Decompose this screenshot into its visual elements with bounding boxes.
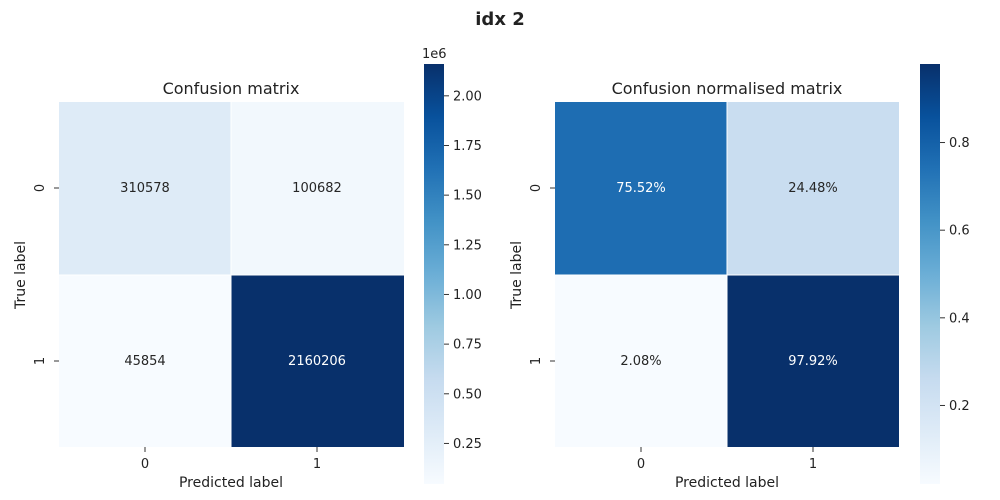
colorbar: 1e6 0.25 0.50 0.75 1.00 1.25 1.50 1.75 2.00 [422, 47, 482, 484]
x-axis-label: Predicted label [675, 475, 779, 491]
colorbar-tick-label: 1.00 [453, 288, 482, 303]
heatmap-title: Confusion normalised matrix [612, 79, 843, 98]
colorbar-tick-label: 1.75 [453, 139, 482, 154]
colorbar-tick-label: 1.25 [453, 238, 482, 253]
cell-value: 310578 [120, 181, 170, 196]
colorbar-tick-label: 2.00 [453, 89, 482, 104]
x-tick-label: 0 [141, 457, 149, 472]
heatmap-cell [59, 275, 231, 447]
cell-value: 100682 [292, 181, 342, 196]
colorbar-offset-label: 1e6 [422, 47, 447, 62]
heatmap-cell [231, 102, 404, 275]
y-tick-label: 0 [529, 184, 544, 192]
y-axis-label: True label [13, 241, 29, 310]
x-tick-label: 0 [637, 457, 645, 472]
cell-value: 24.48% [788, 181, 838, 196]
cell-gridlines [555, 102, 899, 447]
colorbar: 0.2 0.4 0.6 0.8 [920, 64, 970, 484]
heatmap-title: Confusion matrix [163, 79, 300, 98]
heatmap-panel-normalised: Confusion normalised matrix 75.52% 24.48… [509, 64, 970, 491]
colorbar-gradient [920, 64, 940, 484]
figure-title: idx 2 [475, 9, 524, 30]
heatmap-cell [59, 102, 231, 275]
cell-value: 75.52% [616, 181, 666, 196]
y-axis: 0 1 True label [509, 184, 555, 365]
y-tick-label: 1 [33, 357, 48, 365]
heatmap-cell [727, 275, 899, 447]
heatmap-panel-counts: Confusion matrix 310578 100682 45854 216… [13, 47, 482, 491]
colorbar-tick-label: 0.6 [949, 224, 970, 239]
y-axis-label: True label [509, 241, 525, 310]
heatmap-cells [59, 102, 404, 447]
x-axis-label: Predicted label [179, 475, 283, 491]
x-tick-label: 1 [809, 457, 817, 472]
colorbar-gradient [424, 64, 444, 484]
heatmap-cell [555, 275, 727, 447]
cell-value: 45854 [124, 354, 165, 369]
heatmap-cells [555, 102, 899, 447]
colorbar-tick-label: 0.75 [453, 338, 482, 353]
y-tick-label: 1 [529, 357, 544, 365]
colorbar-tick-label: 0.2 [949, 399, 970, 414]
heatmap-cell [555, 102, 727, 275]
x-axis: 0 1 Predicted label [141, 447, 321, 491]
colorbar-tick-label: 0.25 [453, 437, 482, 452]
cell-value: 2.08% [620, 354, 661, 369]
cell-gridlines [59, 102, 404, 447]
y-tick-label: 0 [33, 184, 48, 192]
x-tick-label: 1 [313, 457, 321, 472]
cell-value: 97.92% [788, 354, 838, 369]
cell-value: 2160206 [288, 354, 346, 369]
colorbar-tick-label: 0.8 [949, 136, 970, 151]
heatmap-cell [727, 102, 899, 275]
colorbar-ticks: 0.2 0.4 0.6 0.8 [940, 136, 970, 414]
colorbar-tick-label: 0.4 [949, 311, 970, 326]
colorbar-ticks: 0.25 0.50 0.75 1.00 1.25 1.50 1.75 2.00 [444, 89, 482, 452]
x-axis: 0 1 Predicted label [637, 447, 817, 491]
heatmap-cell [231, 275, 404, 447]
y-axis: 0 1 True label [13, 184, 59, 365]
colorbar-tick-label: 0.50 [453, 387, 482, 402]
colorbar-tick-label: 1.50 [453, 189, 482, 204]
